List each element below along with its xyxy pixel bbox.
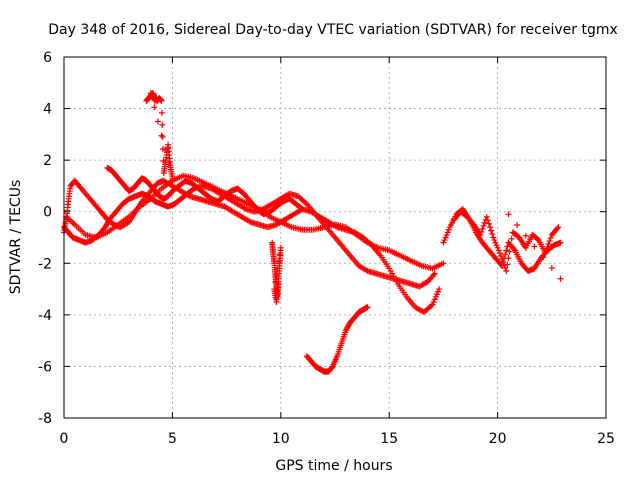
y-tick-label: -4 (38, 308, 52, 324)
data-point (542, 249, 549, 256)
y-tick-label: -2 (38, 256, 52, 272)
data-point (159, 133, 166, 140)
data-point (545, 240, 552, 247)
x-tick-label: 10 (272, 431, 290, 447)
data-point (498, 255, 505, 262)
data-point (504, 261, 511, 268)
data-point (500, 258, 507, 265)
plot-frame (63, 56, 607, 419)
data-point (503, 247, 510, 254)
y-axis-label: SDTVAR / TECUs (8, 180, 24, 295)
x-tick-label: 15 (380, 431, 398, 447)
data-point (540, 254, 547, 261)
x-tick-label: 5 (168, 431, 177, 447)
data-point (484, 217, 491, 224)
data-point (158, 109, 165, 116)
data-point (298, 205, 305, 212)
data-point (506, 248, 513, 255)
data-point (272, 279, 279, 286)
data-point (478, 228, 485, 235)
data-point (276, 251, 283, 258)
data-point (152, 97, 159, 104)
data-point (469, 220, 476, 227)
x-axis-label: GPS time / hours (275, 458, 392, 474)
data-point (364, 304, 371, 311)
data-point (273, 272, 280, 279)
data-point (431, 270, 438, 277)
data-point (487, 224, 494, 231)
data-point (158, 97, 165, 104)
data-point (481, 219, 488, 226)
data-point (477, 231, 484, 238)
data-point (158, 132, 165, 139)
data-point (546, 237, 553, 244)
data-point (507, 242, 514, 249)
data-point (488, 227, 495, 234)
data-point (502, 251, 509, 258)
data-point (503, 268, 510, 275)
data-point (557, 239, 564, 246)
data-point (151, 104, 158, 111)
data-point (440, 260, 447, 267)
x-tick-label: 20 (489, 431, 507, 447)
y-tick-label: -8 (38, 411, 52, 427)
data-point (489, 231, 496, 238)
data-point (151, 96, 158, 103)
x-tick-label: 25 (597, 431, 615, 447)
data-point (169, 175, 176, 182)
data-point (480, 222, 487, 229)
data-point (505, 211, 512, 218)
y-tick-label: 6 (43, 50, 52, 66)
data-point (299, 206, 306, 213)
data-point (479, 225, 486, 232)
data-point (485, 220, 492, 227)
data-point (274, 265, 281, 272)
data-point (502, 265, 509, 272)
data-point (483, 213, 490, 220)
data-point (77, 184, 84, 191)
chart-title: Day 348 of 2016, Sidereal Day-to-day VTE… (48, 22, 618, 38)
data-point (557, 275, 564, 282)
data-point (547, 234, 554, 241)
data-point (505, 255, 512, 262)
data-point (154, 118, 161, 125)
data-point (531, 243, 538, 250)
y-tick-label: 0 (43, 205, 52, 221)
data-point (275, 258, 282, 265)
data-point (497, 252, 504, 259)
data-point (554, 225, 561, 232)
data-point (522, 232, 529, 239)
data-point (555, 224, 562, 231)
data-point (510, 246, 517, 253)
data-point (162, 146, 169, 153)
data-points (61, 90, 564, 375)
data-point (534, 236, 541, 243)
data-point (277, 244, 284, 251)
data-point (508, 235, 515, 242)
data-point (544, 243, 551, 250)
y-tick-label: 4 (43, 102, 52, 118)
data-point (496, 249, 503, 256)
data-point (436, 286, 443, 293)
data-point (514, 222, 521, 229)
data-point (275, 280, 282, 287)
x-tick-labels: 0 5 10 15 20 25 (60, 431, 615, 447)
x-tick-label: 0 (60, 431, 69, 447)
y-tick-labels: -8 -6 -4 -2 0 2 4 6 (38, 50, 52, 427)
data-point (543, 246, 550, 253)
data-point (159, 121, 166, 128)
y-tick-label: -6 (38, 359, 52, 375)
data-point (430, 271, 437, 278)
data-point (165, 161, 172, 168)
y-tick-label: 2 (43, 153, 52, 169)
data-point (548, 265, 555, 272)
